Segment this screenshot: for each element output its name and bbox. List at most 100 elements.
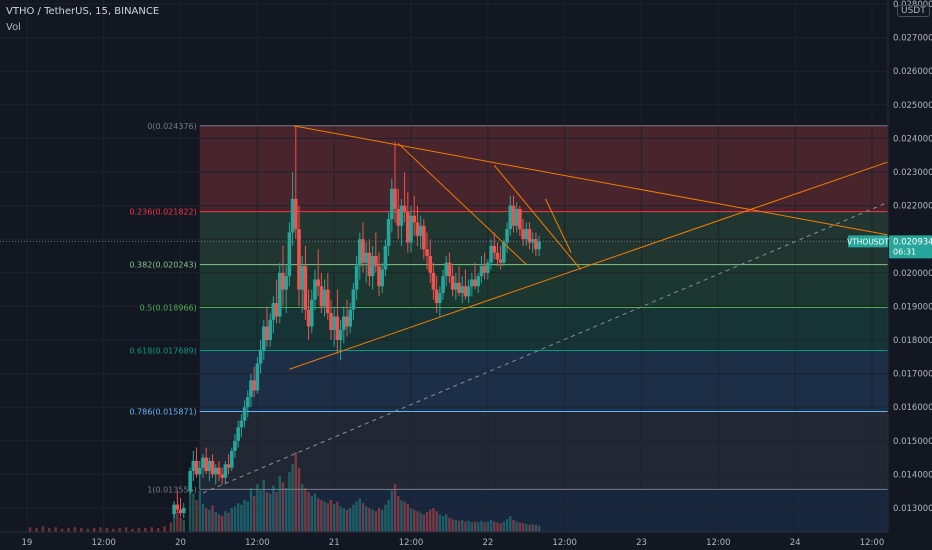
fib-zone bbox=[199, 211, 889, 265]
candle-body bbox=[508, 205, 513, 230]
volume-bar bbox=[355, 501, 358, 532]
candle-body bbox=[473, 279, 477, 287]
grid-lines bbox=[0, 0, 888, 532]
volume-bar bbox=[499, 523, 502, 532]
volume-bar bbox=[268, 493, 272, 532]
candle-body bbox=[380, 269, 385, 287]
fib-zone bbox=[199, 307, 889, 351]
candle-body bbox=[313, 279, 317, 300]
volume-bar bbox=[179, 517, 182, 532]
fib-zones bbox=[199, 125, 889, 532]
candle-body bbox=[338, 329, 343, 340]
volume-bar bbox=[236, 503, 240, 532]
candle-body bbox=[319, 286, 324, 307]
volume-bar bbox=[537, 525, 541, 532]
trendline-descending-resistance bbox=[293, 125, 889, 236]
volume-bar bbox=[233, 506, 237, 532]
price-tag-countdown: 06:31 bbox=[893, 247, 916, 256]
fib-zone bbox=[199, 411, 889, 490]
volume-bar bbox=[457, 520, 461, 532]
volume-bar bbox=[313, 493, 317, 532]
candle-body bbox=[335, 316, 340, 340]
price-tick-label: 0.024000 bbox=[893, 134, 932, 144]
volume-bar bbox=[220, 516, 224, 532]
volume-bar bbox=[195, 500, 198, 532]
candle-body bbox=[399, 205, 404, 226]
volume-bar bbox=[496, 522, 499, 532]
volume-bar bbox=[390, 490, 394, 532]
price-tick-label: 0.019000 bbox=[893, 302, 932, 312]
trendline-ascending-support bbox=[289, 161, 889, 370]
volume-bar bbox=[432, 508, 435, 532]
candle-body bbox=[194, 460, 199, 475]
volume-bar bbox=[451, 519, 454, 532]
fib-zone bbox=[199, 125, 889, 212]
price-tick-label: 0.025000 bbox=[893, 101, 932, 111]
candle-body bbox=[457, 282, 461, 293]
candle-body bbox=[181, 508, 186, 514]
volume-bar bbox=[86, 528, 89, 532]
candle-body bbox=[383, 245, 388, 270]
time-tick-label: 12:00 bbox=[706, 538, 731, 548]
volume-bar bbox=[320, 500, 323, 532]
price-tick-label: 0.022000 bbox=[893, 202, 932, 212]
candle-body bbox=[268, 319, 272, 340]
candle-body bbox=[476, 276, 481, 287]
candle-body bbox=[300, 266, 304, 290]
volume-bar bbox=[425, 512, 429, 532]
volume-bar bbox=[333, 504, 336, 532]
volume-bar bbox=[400, 500, 403, 532]
volume-bar bbox=[374, 511, 378, 532]
volume-bar bbox=[349, 508, 352, 532]
volume-label[interactable]: Vol bbox=[6, 22, 21, 33]
fib-zone bbox=[199, 489, 889, 532]
volume-bar bbox=[118, 528, 121, 532]
price-tick-label: 0.016000 bbox=[893, 403, 932, 413]
price-tick-label: 0.014000 bbox=[893, 470, 932, 480]
volume-bar bbox=[80, 528, 83, 532]
candle-body bbox=[329, 313, 333, 330]
currency-badge[interactable]: USDT bbox=[897, 5, 930, 17]
candle-body bbox=[521, 229, 525, 240]
volume-bar bbox=[534, 524, 538, 532]
candle-body bbox=[220, 474, 224, 478]
volume-bar bbox=[361, 503, 365, 532]
candle-body bbox=[354, 266, 359, 290]
candle-body bbox=[409, 215, 413, 243]
candle-body bbox=[309, 299, 314, 327]
volume-bar bbox=[252, 496, 256, 532]
candle-body bbox=[482, 266, 487, 273]
candle-body bbox=[293, 198, 298, 230]
volume-bar bbox=[198, 490, 201, 532]
volume-bar bbox=[518, 522, 522, 532]
volume-bar bbox=[182, 520, 185, 532]
candle-body bbox=[444, 262, 449, 277]
candle-body bbox=[518, 208, 522, 230]
trendline-inner-down-line-3 bbox=[545, 198, 572, 253]
volume-bar bbox=[300, 484, 304, 532]
symbol-title[interactable]: VTHO / TetherUS, 15, BINANCE bbox=[6, 6, 160, 17]
volume-bar bbox=[240, 504, 243, 532]
time-tick-label: 12:00 bbox=[91, 538, 116, 548]
candle-body bbox=[502, 242, 506, 263]
volume-bar bbox=[393, 484, 397, 532]
volume-bar bbox=[480, 520, 483, 532]
volume-bar bbox=[329, 500, 333, 532]
volume-bar bbox=[288, 472, 291, 532]
volume-bar bbox=[384, 504, 387, 532]
candle-body bbox=[396, 208, 401, 226]
candle-body bbox=[498, 259, 503, 263]
volume-bar bbox=[265, 492, 269, 532]
volume-bar bbox=[528, 524, 531, 532]
price-tick-label: 0.018000 bbox=[893, 336, 932, 346]
volume-bar bbox=[413, 509, 416, 532]
time-axis-bg bbox=[0, 532, 932, 550]
candle-body bbox=[454, 282, 458, 290]
candle-body bbox=[342, 316, 346, 330]
candle-body bbox=[511, 205, 516, 226]
volume-bar bbox=[176, 512, 179, 532]
candle-body bbox=[236, 427, 240, 441]
price-tick-label: 0.015000 bbox=[893, 437, 932, 447]
candle-body bbox=[213, 467, 218, 475]
